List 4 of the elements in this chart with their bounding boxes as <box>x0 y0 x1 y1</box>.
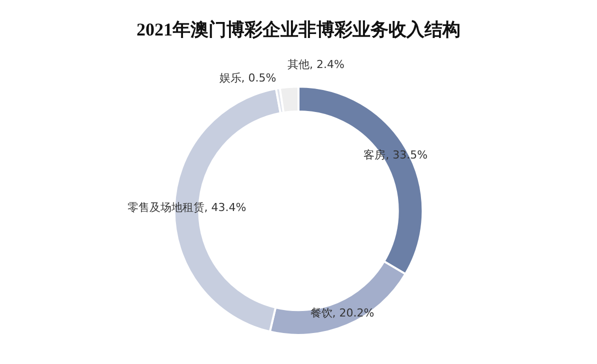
slice-label: 娱乐, 0.5% <box>219 71 276 84</box>
chart-title: 2021年澳门博彩企业非博彩业务收入结构 <box>136 19 460 40</box>
slice-label: 零售及场地租赁, 43.4% <box>127 200 246 214</box>
slice-label: 其他, 2.4% <box>287 58 344 71</box>
